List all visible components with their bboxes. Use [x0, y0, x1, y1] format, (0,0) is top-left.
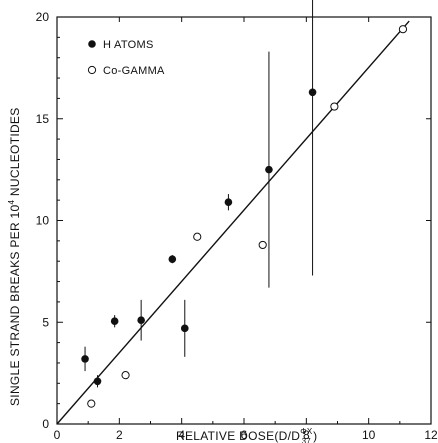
- co-gamma-point: [258, 240, 267, 250]
- x-tick-label: 12: [424, 428, 438, 442]
- h-atoms-point: [137, 316, 145, 325]
- h-atoms-point: [81, 355, 89, 363]
- y-tick-label: 10: [36, 214, 50, 228]
- ticks-layer: 0 2 4 6 8 10 12 0 5 10 15 20: [36, 10, 438, 442]
- x-tick-label: 2: [116, 428, 123, 442]
- y-tick-label: 0: [42, 417, 49, 431]
- x-tick-label: 10: [362, 428, 376, 442]
- legend-marker-co-gamma: [87, 65, 97, 75]
- h-atoms-point: [93, 377, 102, 386]
- h-atoms-point: [308, 88, 317, 97]
- x-tick-label: 0: [54, 428, 61, 442]
- y-tick-label: 5: [42, 315, 49, 329]
- x-axis-label-superscript: ΦX: [300, 427, 313, 436]
- co-gamma-point: [87, 399, 96, 408]
- x-axis-label-subscript: 37: [302, 437, 312, 443]
- x-tick-label: 6: [241, 428, 248, 442]
- y-axis-label-superscript: 4: [7, 200, 16, 205]
- fit-line-layer: [56, 20, 410, 425]
- co-gamma-point: [330, 102, 339, 111]
- y-axis-label-main: SINGLE STRAND BREAKS PER 10: [8, 204, 22, 406]
- h-atoms-point: [224, 198, 233, 206]
- legend: H ATOMS Co-GAMMA: [87, 39, 165, 77]
- co-gamma-point: [121, 371, 130, 380]
- fit-line: [56, 20, 410, 425]
- y-tick-label: 15: [36, 112, 50, 126]
- y-axis-label: SINGLE STRAND BREAKS PER 104 NUCLEOTIDES: [7, 107, 22, 406]
- x-axis-label-close: ): [313, 429, 317, 443]
- x-tick-label: 8: [303, 428, 310, 442]
- plot-frame: [56, 16, 432, 425]
- x-tick-label: 4: [178, 428, 185, 442]
- co-gamma-point: [193, 232, 202, 241]
- x-axis-label: RELATIVE DOSE(D/DΦX 37): [176, 427, 317, 443]
- points-layer: [81, 0, 408, 408]
- h-atoms-point: [265, 165, 273, 174]
- h-atoms-point: [180, 324, 189, 333]
- y-axis-label-tail: NUCLEOTIDES: [8, 107, 22, 199]
- x-axis-label-main: RELATIVE DOSE(D/D: [176, 429, 300, 443]
- h-atoms-point: [110, 317, 119, 326]
- co-gamma-point: [398, 25, 408, 34]
- legend-marker-h-atoms: [88, 40, 96, 48]
- y-tick-label: 20: [36, 10, 50, 24]
- h-atoms-point: [168, 255, 177, 263]
- legend-label-h-atoms: H ATOMS: [103, 39, 154, 51]
- legend-label-co-gamma: Co-GAMMA: [103, 65, 165, 77]
